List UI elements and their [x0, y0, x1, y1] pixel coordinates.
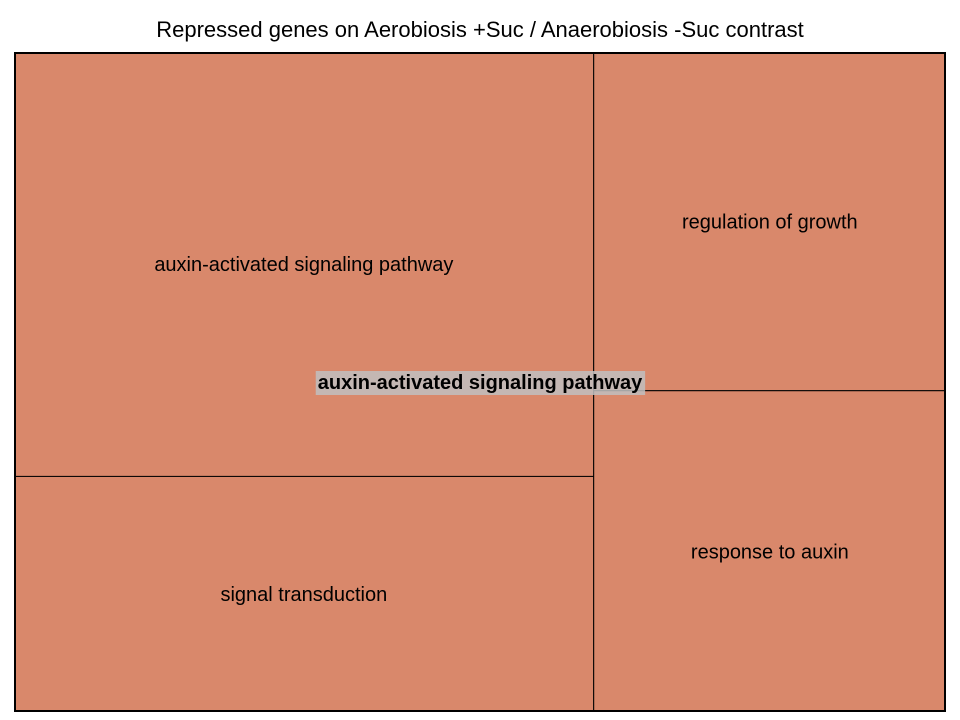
tile-auxin-activated-signaling-pathway: [14, 52, 595, 477]
tile-label-auxin-activated-signaling-pathway: auxin-activated signaling pathway: [154, 254, 453, 276]
treemap: auxin-activated signaling pathway signal …: [14, 52, 946, 712]
tile-label-signal-transduction: signal transduction: [220, 584, 387, 606]
group-label-background: [315, 371, 646, 395]
chart-title: Repressed genes on Aerobiosis +Suc / Ana…: [156, 17, 804, 42]
treemap-border: [14, 52, 946, 712]
group-label: auxin-activated signaling pathway: [318, 372, 643, 394]
tile-label-regulation-of-growth: regulation of growth: [682, 211, 858, 233]
treemap-svg: auxin-activated signaling pathway signal …: [14, 52, 946, 712]
tile-signal-transduction: [14, 475, 595, 712]
tile-response-to-auxin: [593, 390, 946, 712]
tile-label-response-to-auxin: response to auxin: [691, 541, 849, 563]
